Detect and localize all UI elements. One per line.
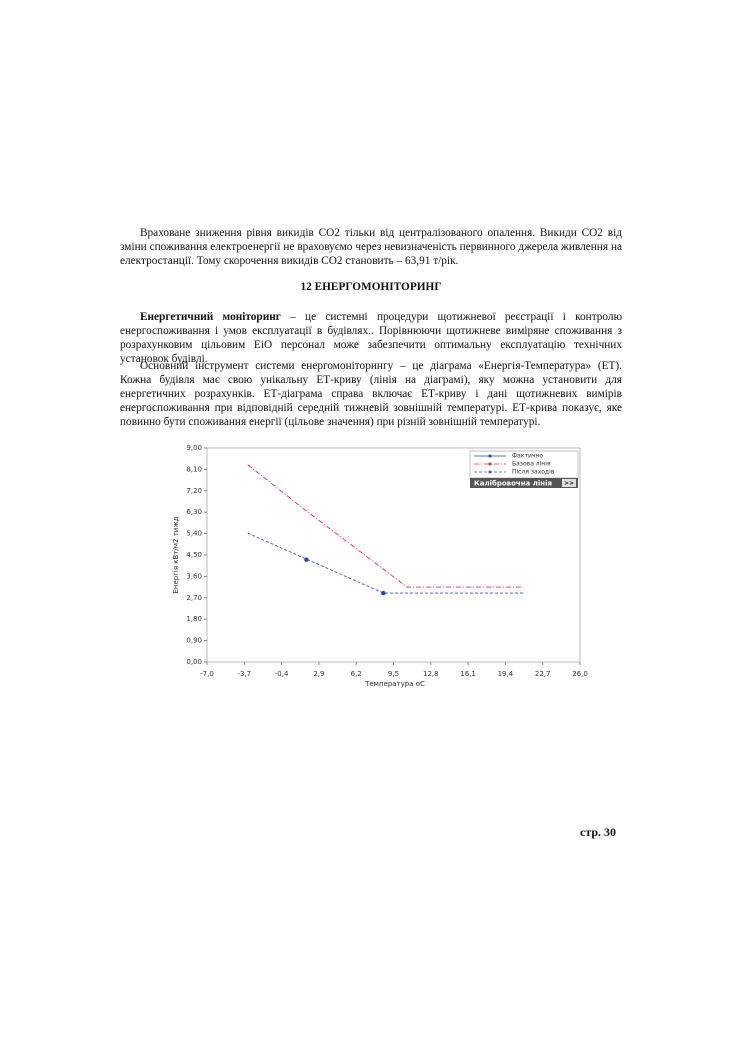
y-tick-label: 0,90 bbox=[186, 637, 202, 645]
x-tick-label: 26,0 bbox=[572, 670, 588, 678]
paragraph: Енергетичний моніторинг – це системні пр… bbox=[120, 310, 622, 366]
x-tick-label: -3,7 bbox=[237, 670, 251, 678]
x-tick-label: 9,5 bbox=[388, 670, 399, 678]
chart: Температура оС Енергія кВт/м2 тижд 0,00 0… bbox=[172, 444, 588, 688]
y-tick-label: 3,60 bbox=[186, 572, 202, 580]
x-tick-label: -0,4 bbox=[275, 670, 289, 678]
legend-box bbox=[469, 450, 579, 479]
series-line bbox=[247, 532, 524, 594]
page-number: стр. 30 bbox=[580, 825, 617, 839]
x-tick-label: 19,4 bbox=[498, 670, 514, 678]
legend-marker bbox=[488, 454, 492, 458]
x-tick-label: 2,9 bbox=[313, 670, 324, 678]
legend-button-arrow: >> bbox=[564, 480, 574, 487]
y-tick-label: 2,70 bbox=[186, 594, 202, 602]
legend-label: Базова лінія bbox=[512, 461, 551, 468]
legend-label: Після заходів bbox=[512, 469, 555, 476]
legend-button-label: Калібровочна лінія bbox=[474, 480, 552, 488]
y-tick-label: 8,10 bbox=[186, 465, 202, 473]
legend-marker bbox=[488, 462, 492, 466]
heading: 12 ЕНЕРГОМОНІТОРИНГ bbox=[300, 281, 442, 293]
y-tick-label: 1,80 bbox=[186, 615, 202, 623]
x-tick-label: 16,1 bbox=[460, 670, 476, 678]
legend-button bbox=[470, 478, 578, 488]
x-tick-label: 6,2 bbox=[351, 670, 362, 678]
paragraph: Основний інструмент системи енергомоніто… bbox=[120, 360, 622, 428]
legend-marker bbox=[488, 470, 492, 474]
x-tick-label: -7,0 bbox=[200, 670, 214, 678]
text: – це системні процедури щотижневої реєст… bbox=[120, 311, 623, 365]
y-axis-label: Енергія кВт/м2 тижд bbox=[172, 516, 180, 593]
y-tick-label: 6,30 bbox=[186, 508, 202, 516]
y-tick-label: 4,50 bbox=[186, 551, 202, 559]
legend-label: Фактично bbox=[512, 453, 543, 460]
x-axis-label: Температура оС bbox=[364, 680, 425, 688]
bold-term: Енергетичний моніторинг bbox=[140, 311, 281, 323]
y-tick-label: 0,00 bbox=[186, 658, 202, 666]
legend-button-arrow-box[interactable] bbox=[562, 479, 576, 487]
x-tick-label: 22,7 bbox=[535, 670, 551, 678]
y-tick-label: 9,00 bbox=[186, 444, 202, 452]
data-point bbox=[304, 557, 309, 562]
data-point bbox=[381, 590, 386, 596]
x-tick-label: 12,8 bbox=[423, 670, 439, 678]
series-line bbox=[247, 464, 524, 588]
paragraph: Враховане зниження рівня викидів СО2 тіл… bbox=[120, 227, 622, 267]
y-tick-label: 7,20 bbox=[186, 487, 202, 495]
y-tick-label: 5,40 bbox=[186, 530, 202, 538]
